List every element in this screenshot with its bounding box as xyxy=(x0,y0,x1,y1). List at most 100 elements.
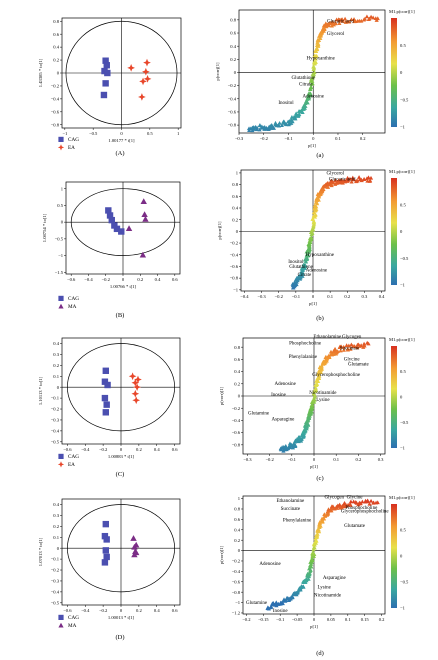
marker-square xyxy=(113,225,121,233)
splot-point xyxy=(304,256,309,261)
annotation-label: Phosphocholine xyxy=(345,506,378,511)
splot-point xyxy=(298,587,303,592)
splot-point xyxy=(288,445,293,450)
annotation-label: Glycerophosphocholine xyxy=(312,373,361,378)
annotation-label: Phenylalanine xyxy=(289,355,318,360)
hotelling-ellipse xyxy=(67,343,175,432)
marker-square xyxy=(108,216,115,224)
legend-label: EA xyxy=(68,462,75,468)
x-tick-label: 0.2 xyxy=(137,277,143,282)
colorbar-tick-label: −1 xyxy=(400,446,406,451)
y-tick-label: −0.2 xyxy=(230,241,239,246)
splot-point xyxy=(315,196,320,200)
splot-point xyxy=(355,178,360,183)
y-axis-label: 1.43385 * to[1] xyxy=(38,58,43,87)
x-tick-label: 0.5 xyxy=(147,131,153,136)
y-tick-label: −0.4 xyxy=(51,589,60,594)
y-tick-label: 0 xyxy=(238,394,241,399)
x-tick-label: 0.2 xyxy=(344,294,350,299)
splot-point xyxy=(280,601,285,606)
x-tick-label: −0.2 xyxy=(99,447,108,452)
splot-point xyxy=(257,127,262,132)
annotation-label: Glutamine xyxy=(246,601,268,606)
y-axis-label: p(corr)[1] xyxy=(219,545,224,564)
marker-cross xyxy=(142,67,150,76)
x-tick-label: 0.4 xyxy=(154,447,160,452)
splot-point xyxy=(278,447,284,452)
splot-point xyxy=(316,41,321,46)
panel-label: (d) xyxy=(316,650,324,657)
colorbar xyxy=(391,504,397,608)
legend-label: CAG xyxy=(68,296,79,302)
panel-label: (a) xyxy=(316,152,323,159)
chart-C: −0.6 −0.4 −0.2 0 0.2 0.4 0.6 0.4 0.3 0.2 0.1 0 −0.1 −… xyxy=(38,337,181,478)
colorbar xyxy=(391,346,397,448)
splot-point xyxy=(283,598,288,602)
splot-point xyxy=(311,227,316,232)
splot-point xyxy=(310,402,315,406)
splot-point xyxy=(312,541,317,546)
y-tick-label: 0.2 xyxy=(53,58,59,63)
colorbar-tick-label: 0.5 xyxy=(400,369,406,374)
splot-point xyxy=(348,499,353,504)
splot-point xyxy=(300,274,305,278)
splot-point xyxy=(300,110,305,114)
annotation-label: Ethanolamine xyxy=(313,335,342,340)
panel-label: (b) xyxy=(316,315,324,322)
x-tick-label: 0.6 xyxy=(172,277,178,282)
annotation-label: Succinate xyxy=(340,347,360,352)
colorbar-tick-label: −0.5 xyxy=(400,256,409,261)
splot-point xyxy=(375,16,380,21)
splot-point xyxy=(309,235,314,240)
marker-square xyxy=(58,453,64,459)
marker-square xyxy=(100,91,108,99)
splot-point xyxy=(292,116,297,121)
marker-cross xyxy=(133,383,141,392)
splot-point xyxy=(309,409,314,414)
splot-point xyxy=(359,178,364,183)
splot-point xyxy=(316,527,321,532)
y-tick-label: 0.3 xyxy=(53,513,59,518)
splot-point xyxy=(317,374,322,378)
y-tick-label: 1 xyxy=(236,171,239,176)
splot-point xyxy=(305,418,310,423)
marker-triangle xyxy=(142,215,149,222)
splot-point xyxy=(305,421,310,425)
splot-point xyxy=(366,341,371,346)
x-tick-label: 0 xyxy=(120,608,123,613)
marker-square xyxy=(58,136,64,142)
x-tick-label: −0.4 xyxy=(240,294,249,299)
splot-point xyxy=(321,187,326,192)
y-tick-label: −0.6 xyxy=(232,579,241,584)
marker-square xyxy=(101,394,109,402)
splot-point xyxy=(375,500,380,505)
chart-c: −0.3 −0.2 −0.1 0 0.1 0.2 0.3 0.8 0.6 0.4 0.2 0 −0.2 −… xyxy=(219,335,415,482)
marker-square xyxy=(106,212,114,219)
x-tick-label: −0.2 xyxy=(242,617,251,622)
splot-point xyxy=(314,383,319,387)
splot-point xyxy=(289,442,294,447)
annotation-label: Inositol xyxy=(278,101,294,106)
splot-point xyxy=(314,532,319,537)
y-tick-label: −0.8 xyxy=(232,590,241,595)
splot-point xyxy=(305,100,310,105)
y-tick-label: −0.5 xyxy=(55,236,64,241)
y-tick-label: −1.2 xyxy=(232,611,241,616)
x-axis-label: p[1] xyxy=(310,624,318,629)
splot-point xyxy=(348,347,353,351)
marker-triangle xyxy=(139,251,147,258)
splot-point xyxy=(359,343,364,348)
splot-point xyxy=(306,574,311,579)
chart-B: −0.6 −0.4 −0.2 0 0.2 0.4 0.6 1 0.5 0 −0.5 −1 −1.5 1.0… xyxy=(42,181,181,319)
splot-point xyxy=(314,53,319,58)
y-tick-label: −0.6 xyxy=(230,264,239,269)
x-tick-label: 0 xyxy=(313,457,316,462)
legend-label: EA xyxy=(68,145,75,151)
y-tick-label: 0.8 xyxy=(232,182,238,187)
splot-point xyxy=(346,343,351,348)
x-tick-label: 0.1 xyxy=(327,294,333,299)
splot-point xyxy=(303,259,309,264)
splot-point xyxy=(368,175,374,180)
splot-point xyxy=(290,119,295,123)
splot-point xyxy=(312,70,317,74)
